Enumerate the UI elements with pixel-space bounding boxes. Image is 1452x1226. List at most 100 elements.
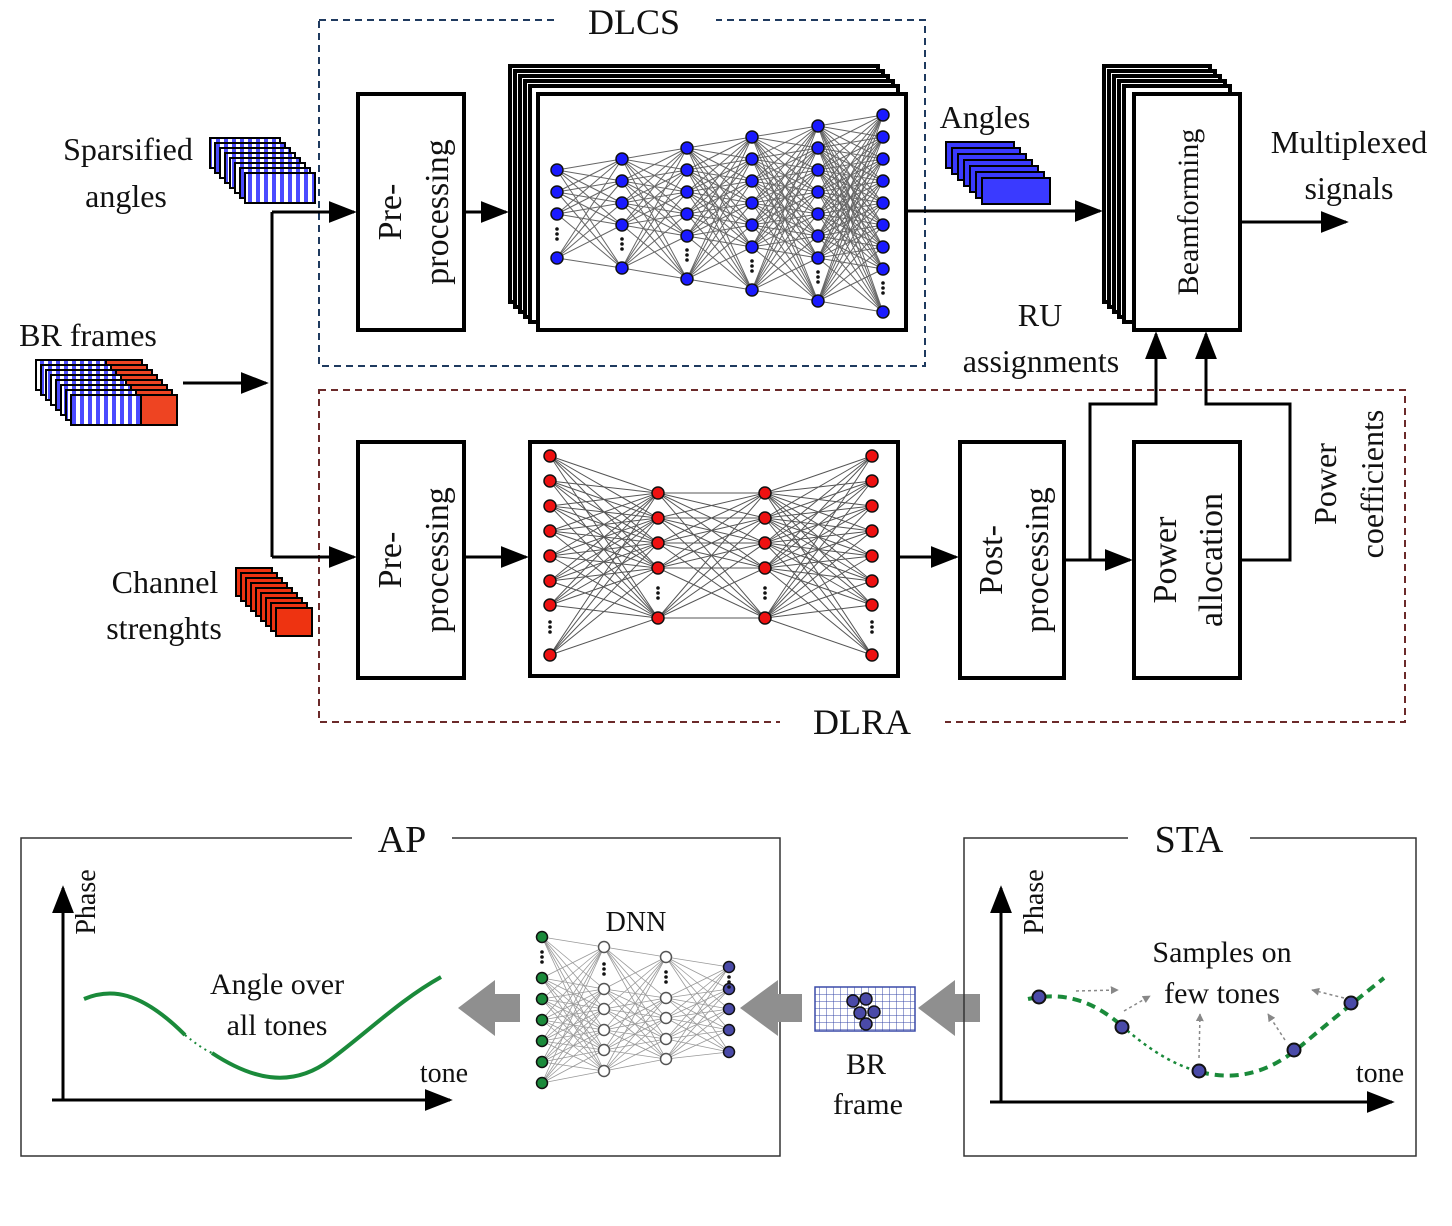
network-node <box>876 152 890 166</box>
network-edge <box>817 114 884 149</box>
network-edge <box>603 997 667 1072</box>
network-node <box>550 251 564 265</box>
network-node <box>659 1052 673 1066</box>
network-node <box>722 1002 736 1016</box>
network-edge <box>751 213 819 291</box>
sparsified-label-line2: angles <box>85 178 167 214</box>
sample-arrow-4 <box>1267 1013 1286 1041</box>
network-edge <box>603 1058 667 1072</box>
ap-angle-line1: Angle over <box>210 968 344 1001</box>
network-edge <box>764 555 873 619</box>
network-edge <box>764 480 873 569</box>
power-coef-line2: coefficients <box>1354 410 1390 559</box>
ellipsis-dot <box>870 630 874 634</box>
network-edge <box>817 180 884 302</box>
ap-curve-right <box>210 975 442 1080</box>
network-node <box>758 611 772 625</box>
network-node <box>680 272 694 286</box>
network-edge <box>817 114 884 127</box>
network-edge <box>603 956 667 1031</box>
network-edge <box>556 202 623 259</box>
network-edge <box>657 517 766 569</box>
network-node <box>745 218 759 232</box>
network-edge <box>541 1008 605 1084</box>
network-edge <box>549 542 659 656</box>
network-edge <box>686 136 753 280</box>
sample-arrow-3 <box>1195 1013 1204 1059</box>
network-edge <box>603 956 667 1051</box>
sta-tone-label: tone <box>1356 1058 1404 1089</box>
samples-line2: few tones <box>1164 977 1280 1010</box>
network-edge <box>665 956 730 968</box>
network-edge <box>817 158 884 302</box>
ellipsis-dot <box>540 960 544 964</box>
network-node <box>543 449 557 463</box>
network-edge <box>764 455 873 619</box>
dlra-dnn-block <box>528 440 900 678</box>
ap-curve-gap <box>184 1034 213 1054</box>
sample-point-4 <box>1286 1042 1302 1058</box>
br-frames-stack <box>35 359 178 426</box>
network-node <box>758 536 772 550</box>
network-node <box>876 262 890 276</box>
network-edge <box>751 147 819 248</box>
ellipsis-dot <box>540 955 544 959</box>
sta-panel: STA Phase tone Samples on few tones <box>963 819 1417 1157</box>
sta-title: STA <box>1155 819 1224 861</box>
ellipsis-dot <box>620 242 624 246</box>
network-edge <box>817 246 884 302</box>
network-node <box>543 499 557 513</box>
network-node <box>865 549 879 563</box>
network-node <box>680 207 694 221</box>
network-node <box>811 294 825 308</box>
samples-line1: Samples on <box>1152 936 1291 969</box>
sta-gray-arrow <box>918 980 980 1036</box>
network-edge <box>549 492 659 606</box>
network-edge <box>751 235 819 291</box>
input-wiring <box>183 201 357 568</box>
ellipsis-dot <box>881 281 885 285</box>
beamforming-label: Beamforming <box>1172 129 1205 296</box>
network-node <box>811 119 825 133</box>
network-edge <box>665 966 730 1019</box>
network-edge <box>541 946 605 1021</box>
dlcs-pre-line1: Pre- <box>372 184 409 241</box>
ap-gray-arrow <box>458 980 520 1036</box>
network-node <box>535 992 549 1006</box>
network-edge <box>817 114 884 237</box>
network-node <box>535 1055 549 1069</box>
br-frames-label: BR frames <box>19 317 157 353</box>
network-edge <box>603 946 667 958</box>
network-edge <box>686 136 753 149</box>
network-node <box>615 174 629 188</box>
network-edge <box>657 517 766 619</box>
network-edge <box>751 125 819 226</box>
dlra-region: DLRA <box>318 389 1406 742</box>
network-edge <box>764 480 873 619</box>
network-edge <box>817 114 884 215</box>
network-edge <box>549 492 659 532</box>
sample-point-2 <box>1114 1019 1130 1035</box>
network-edge <box>541 988 605 1084</box>
ellipsis-dot <box>656 586 660 590</box>
ap-curve-left <box>83 991 187 1037</box>
angles-stack <box>945 141 1051 205</box>
network-node <box>758 561 772 575</box>
ellipsis-dot <box>664 970 668 974</box>
ellipsis-dot <box>555 232 559 236</box>
network-node <box>543 574 557 588</box>
network-node <box>543 474 557 488</box>
sta-curve-right <box>1199 976 1386 1078</box>
network-edge <box>817 300 884 313</box>
ellipsis-dot <box>870 620 874 624</box>
ellipsis-dot <box>602 972 606 976</box>
network-edge <box>549 517 659 656</box>
sample-arrow-2 <box>1123 995 1151 1012</box>
network-edge <box>541 946 605 1063</box>
network-edge <box>751 125 819 138</box>
network-edge <box>686 136 753 171</box>
network-edge <box>751 289 819 302</box>
network-node <box>865 648 879 662</box>
power-coef-line1: Power <box>1307 443 1343 525</box>
